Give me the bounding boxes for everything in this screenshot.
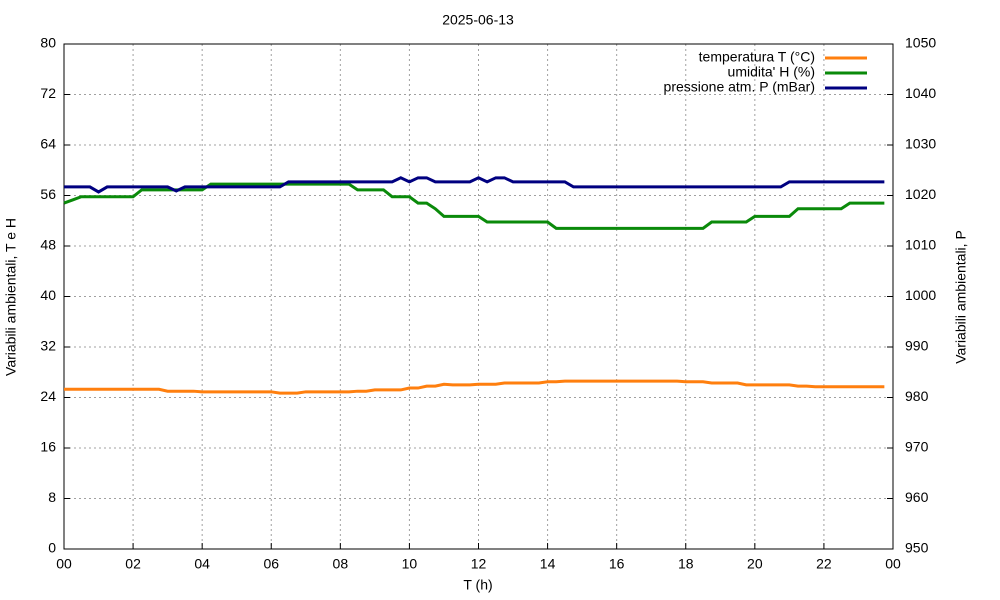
- y2-tick-label: 1020: [905, 186, 936, 202]
- y-tick-label: 64: [40, 136, 56, 152]
- y2-tick-label: 980: [905, 388, 929, 404]
- x-tick-label: 04: [194, 556, 210, 572]
- y2-tick-label: 1030: [905, 136, 936, 152]
- plot-border: [63, 43, 894, 550]
- y-tick-label: 16: [40, 439, 56, 455]
- x-tick-label: 00: [885, 556, 901, 572]
- y-tick-label: 56: [40, 186, 56, 202]
- y2-tick-label: 1040: [905, 85, 936, 101]
- x-tick-label: 14: [540, 556, 556, 572]
- series-line: [63, 182, 885, 230]
- y-axis-label: Variabili ambientali, T e H: [3, 218, 19, 376]
- x-tick-label: 00: [56, 556, 72, 572]
- x-tick-label: 20: [747, 556, 763, 572]
- legend-label: temperatura T (°C): [699, 49, 815, 65]
- chart-title: 2025-06-13: [442, 12, 514, 28]
- x-tick-label: 10: [402, 556, 418, 572]
- y-tick-label: 0: [48, 540, 56, 556]
- legend-label: umidita' H (%): [728, 64, 815, 80]
- y2-tick-label: 950: [905, 540, 929, 556]
- x-tick-label: 16: [609, 556, 625, 572]
- x-tick-label: 06: [263, 556, 279, 572]
- y2-tick-label: 1050: [905, 35, 936, 51]
- y2-tick-label: 990: [905, 338, 929, 354]
- x-tick-label: 12: [471, 556, 487, 572]
- y-tick-label: 48: [40, 237, 56, 253]
- y2-tick-label: 1010: [905, 237, 936, 253]
- y-tick-label: 72: [40, 85, 56, 101]
- series-line: [64, 379, 885, 395]
- y-tick-label: 80: [40, 35, 56, 51]
- x-axis-label: T (h): [463, 577, 492, 593]
- y-tick-label: 40: [40, 287, 56, 303]
- y2-tick-label: 970: [905, 439, 929, 455]
- series-line: [64, 176, 885, 194]
- y-tick-label: 24: [40, 388, 56, 404]
- x-tick-label: 08: [333, 556, 349, 572]
- y2-tick-label: 960: [905, 489, 929, 505]
- x-tick-label: 22: [816, 556, 832, 572]
- legend-label: pressione atm. P (mBar): [664, 79, 815, 95]
- y-tick-label: 8: [48, 489, 56, 505]
- x-tick-label: 02: [125, 556, 141, 572]
- y2-axis-label: Variabili ambientali, P: [953, 230, 969, 364]
- y2-tick-label: 1000: [905, 287, 936, 303]
- y-tick-label: 32: [40, 338, 56, 354]
- x-tick-label: 18: [678, 556, 694, 572]
